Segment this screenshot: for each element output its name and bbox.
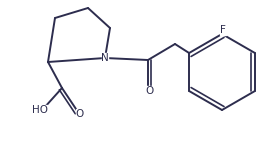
Text: N: N bbox=[101, 53, 109, 63]
Text: F: F bbox=[220, 25, 226, 35]
Bar bbox=[76, 109, 82, 119]
Bar bbox=[146, 86, 152, 96]
Bar bbox=[102, 53, 108, 63]
Bar bbox=[220, 25, 226, 35]
Bar bbox=[34, 105, 47, 115]
Text: HO: HO bbox=[32, 105, 48, 115]
Text: O: O bbox=[145, 86, 153, 96]
Text: O: O bbox=[75, 109, 83, 119]
